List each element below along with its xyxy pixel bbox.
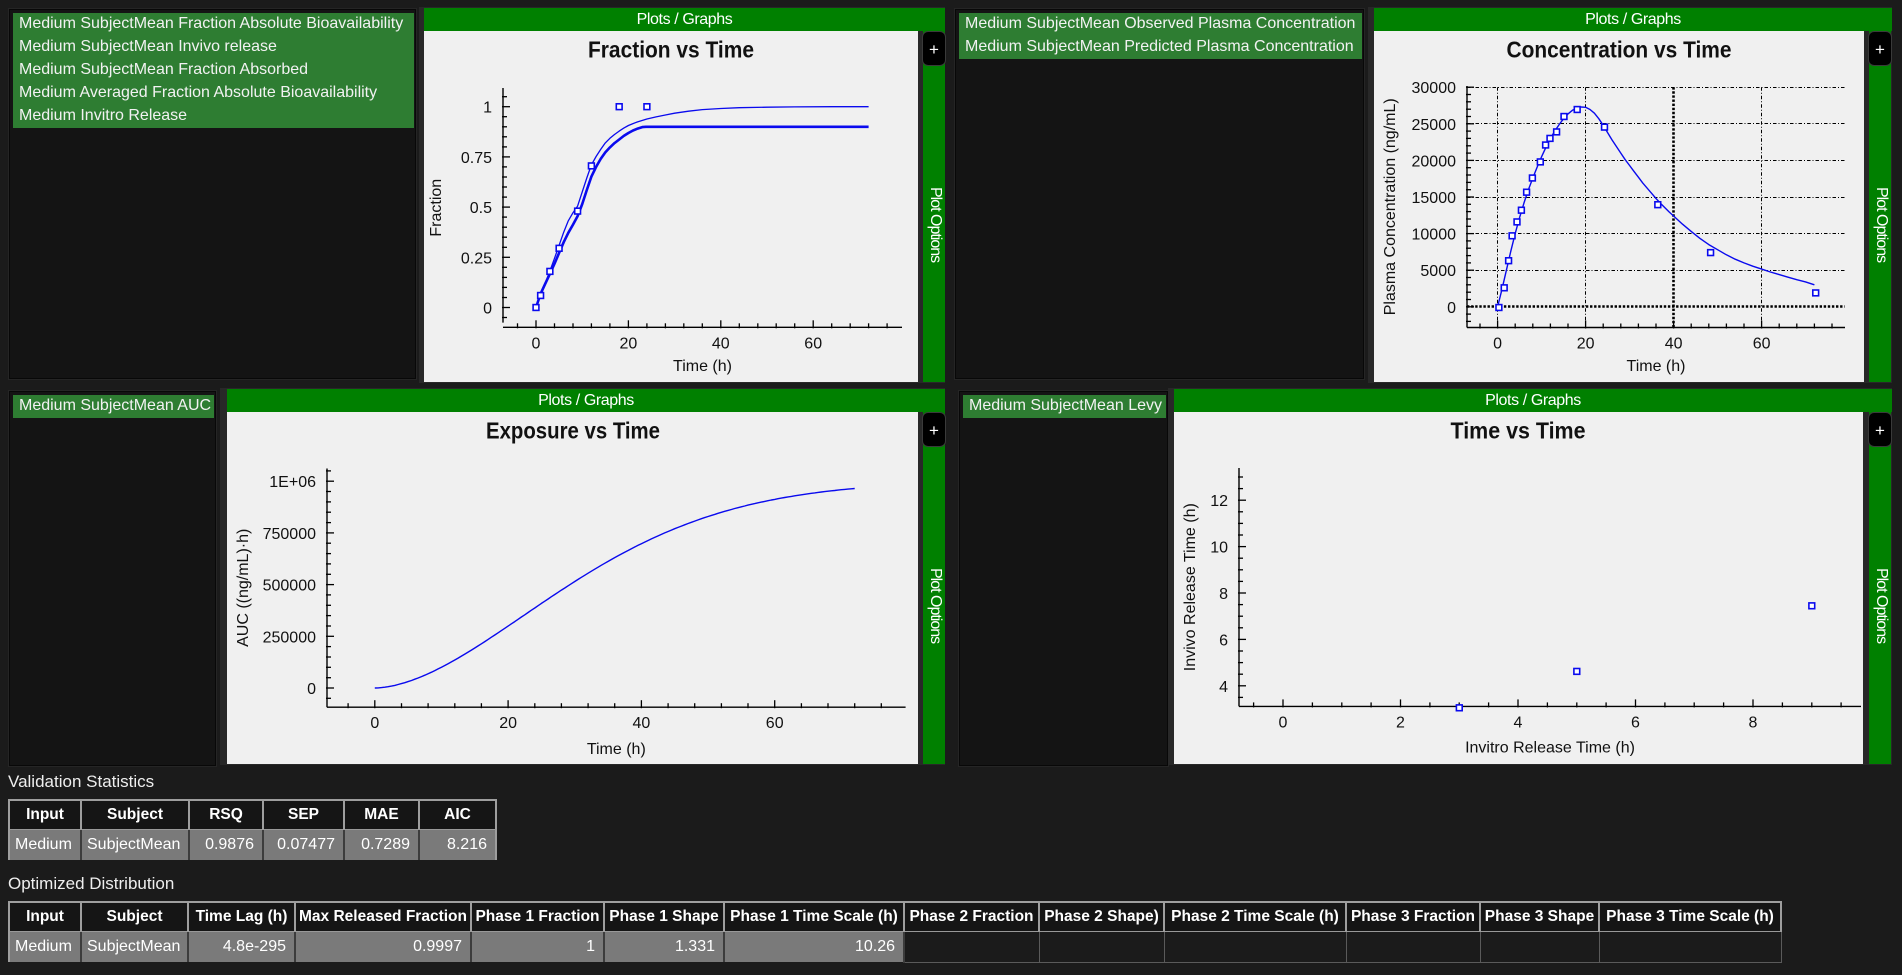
svg-text:0: 0: [370, 715, 379, 732]
svg-text:2: 2: [1396, 714, 1405, 731]
svg-text:4: 4: [1219, 679, 1228, 696]
svg-text:40: 40: [1665, 336, 1683, 353]
svg-text:0: 0: [1493, 336, 1502, 353]
svg-text:20000: 20000: [1412, 153, 1457, 170]
svg-text:750000: 750000: [263, 526, 316, 543]
svg-text:Fraction: Fraction: [428, 179, 445, 237]
svg-text:25000: 25000: [1412, 117, 1457, 134]
svg-text:Time (h): Time (h): [1627, 358, 1686, 375]
svg-text:AUC ((ng/mL)·h): AUC ((ng/mL)·h): [235, 529, 252, 647]
svg-text:0.75: 0.75: [461, 150, 492, 167]
svg-text:6: 6: [1219, 632, 1228, 649]
svg-text:0: 0: [532, 335, 541, 352]
svg-text:40: 40: [712, 335, 730, 352]
svg-text:8: 8: [1749, 714, 1758, 731]
svg-text:4: 4: [1514, 714, 1523, 731]
svg-text:250000: 250000: [263, 629, 316, 646]
svg-text:Time vs Time: Time vs Time: [1451, 418, 1586, 444]
svg-text:0.25: 0.25: [461, 250, 492, 267]
svg-text:20: 20: [620, 335, 638, 352]
svg-text:Time (h): Time (h): [587, 741, 646, 758]
svg-text:Time (h): Time (h): [673, 358, 732, 375]
svg-text:0: 0: [1279, 714, 1288, 731]
svg-text:10000: 10000: [1412, 227, 1457, 244]
svg-text:5000: 5000: [1420, 263, 1456, 280]
svg-text:10: 10: [1210, 540, 1228, 557]
svg-text:Fraction vs Time: Fraction vs Time: [588, 37, 754, 63]
svg-text:1E+06: 1E+06: [269, 474, 316, 491]
svg-text:0: 0: [483, 301, 492, 318]
svg-text:8: 8: [1219, 586, 1228, 603]
svg-text:0.5: 0.5: [470, 200, 492, 217]
svg-text:Plasma Concentration (ng/mL): Plasma Concentration (ng/mL): [1382, 98, 1399, 315]
svg-text:40: 40: [633, 715, 651, 732]
svg-text:Exposure vs Time: Exposure vs Time: [486, 418, 660, 444]
svg-text:Invivo Release Time (h): Invivo Release Time (h): [1182, 503, 1199, 671]
svg-text:Invitro Release Time (h): Invitro Release Time (h): [1465, 740, 1635, 757]
svg-text:60: 60: [766, 715, 784, 732]
svg-text:1: 1: [483, 100, 492, 117]
svg-text:6: 6: [1631, 714, 1640, 731]
svg-text:60: 60: [804, 335, 822, 352]
svg-text:500000: 500000: [263, 578, 316, 595]
svg-text:20: 20: [1577, 336, 1595, 353]
svg-text:15000: 15000: [1412, 190, 1457, 207]
svg-text:0: 0: [307, 681, 316, 698]
svg-text:12: 12: [1210, 493, 1228, 510]
svg-text:60: 60: [1753, 336, 1771, 353]
svg-text:Concentration vs Time: Concentration vs Time: [1507, 37, 1732, 63]
svg-text:0: 0: [1447, 300, 1456, 317]
svg-text:30000: 30000: [1412, 80, 1457, 97]
svg-text:20: 20: [499, 715, 517, 732]
